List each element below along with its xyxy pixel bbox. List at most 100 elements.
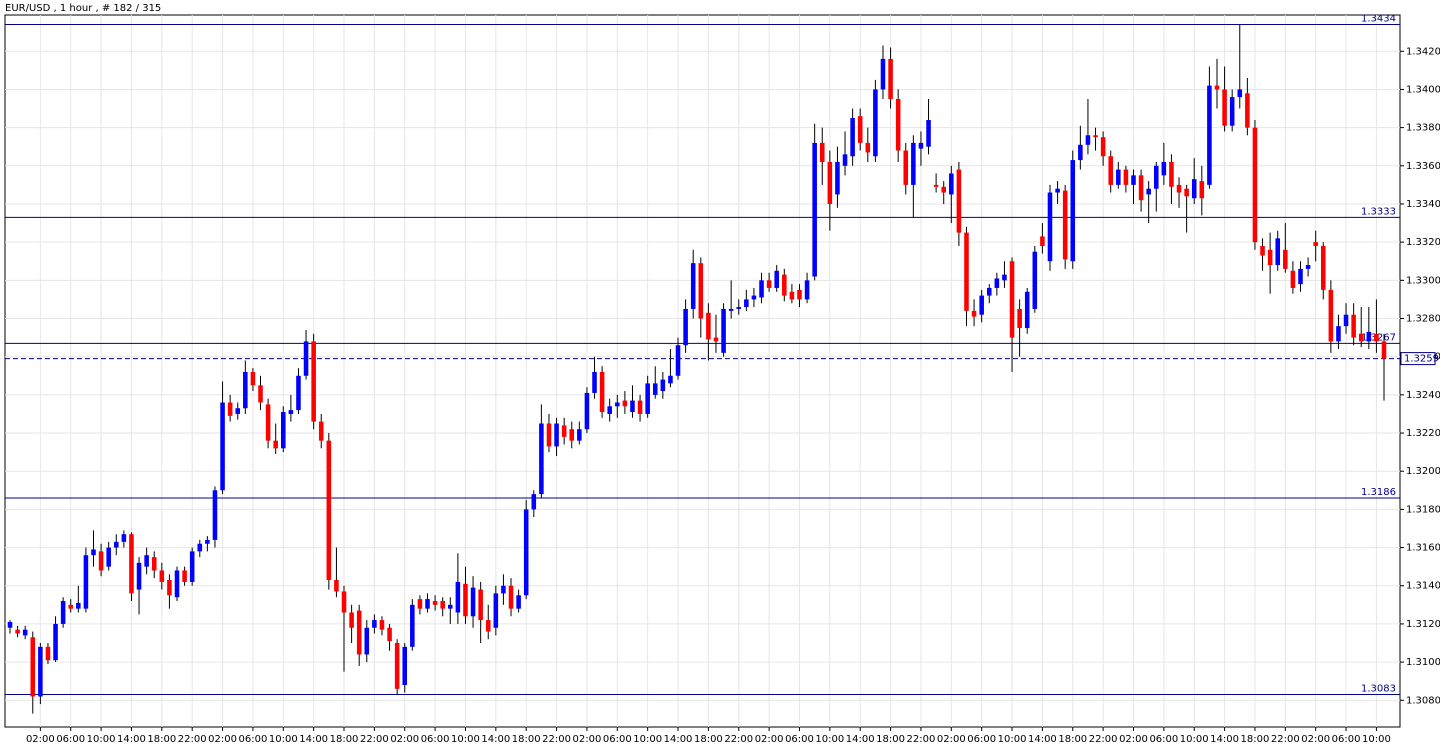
candle-body	[159, 570, 165, 582]
x-tick-label: 10:00	[451, 734, 480, 745]
x-tick-label: 22:00	[1271, 734, 1300, 745]
candle-body	[584, 392, 590, 430]
x-tick-label: 06:00	[967, 734, 996, 745]
candle-body	[630, 400, 635, 413]
candle-body	[941, 186, 946, 193]
candle-body	[288, 410, 294, 414]
x-tick-label: 10:00	[87, 734, 116, 745]
x-tick-label: 22:00	[178, 734, 207, 745]
candle-body	[1260, 245, 1265, 256]
candle-body	[1176, 184, 1182, 193]
candle-body	[501, 585, 506, 594]
candle-body	[1070, 160, 1076, 262]
candle-body	[349, 612, 354, 628]
candle-body	[660, 379, 666, 392]
candle-body	[1123, 169, 1129, 185]
candle-body	[1328, 289, 1334, 342]
x-tick-label: 06:00	[785, 734, 814, 745]
candle-body	[341, 591, 347, 613]
candle-body	[895, 98, 901, 151]
candle-body	[1313, 242, 1318, 246]
candle-body	[964, 232, 969, 311]
candle-body	[1214, 85, 1220, 90]
candle-body	[926, 119, 931, 147]
candle-body	[979, 295, 984, 315]
candle-body	[774, 270, 779, 288]
x-tick-label: 02:00	[208, 734, 237, 745]
candle-body	[599, 371, 605, 413]
candle-body	[364, 627, 370, 655]
x-tick-label: 10:00	[998, 734, 1027, 745]
y-tick-label: 1.3240	[1406, 390, 1440, 401]
candle-body	[804, 280, 810, 300]
candle-body	[197, 543, 203, 552]
x-tick-label: 06:00	[239, 734, 268, 745]
candle-body	[1002, 274, 1007, 281]
candle-body	[1100, 137, 1106, 157]
candle-body	[1275, 238, 1281, 266]
x-tick-label: 06:00	[1332, 734, 1361, 745]
candle-body	[1161, 161, 1167, 176]
candle-body	[1047, 192, 1053, 262]
candle-body	[1343, 314, 1349, 327]
x-tick-label: 10:00	[815, 734, 844, 745]
candle-body	[76, 602, 81, 609]
candle-body	[759, 280, 764, 298]
candle-body	[1283, 249, 1288, 269]
x-tick-label: 14:00	[1028, 734, 1057, 745]
candle-body	[1191, 179, 1197, 199]
candle-body	[561, 425, 567, 437]
candle-body	[1290, 270, 1296, 288]
candle-body	[440, 601, 445, 609]
candle-body	[865, 142, 871, 153]
candle-body	[721, 308, 726, 353]
y-tick-label: 1.3120	[1406, 619, 1440, 630]
candle-body	[45, 646, 51, 661]
candle-body	[607, 406, 612, 414]
candle-body	[1358, 333, 1364, 342]
candle-body	[1169, 161, 1174, 187]
candle-body	[258, 385, 263, 403]
candle-body	[888, 58, 893, 99]
x-tick-label: 18:00	[876, 734, 905, 745]
y-tick-label: 1.3080	[1406, 695, 1440, 706]
candle-body	[1305, 265, 1311, 269]
candle-body	[250, 371, 256, 386]
candle-body	[782, 274, 787, 296]
candle-body	[1298, 268, 1303, 285]
x-tick-label: 14:00	[1210, 734, 1239, 745]
candle-body	[212, 490, 218, 540]
candle-body	[485, 620, 491, 632]
candle-body	[1237, 89, 1243, 98]
candle-body	[857, 116, 863, 143]
candle-body	[546, 423, 552, 447]
candle-body	[1199, 181, 1205, 199]
candle-body	[1062, 190, 1068, 260]
candle-body	[1032, 251, 1038, 309]
candle-body	[296, 375, 301, 411]
candle-body	[220, 402, 225, 491]
candle-body	[539, 423, 544, 495]
x-tick-label: 14:00	[664, 734, 693, 745]
candle-body	[933, 184, 939, 187]
candle-body	[379, 620, 385, 630]
candle-body	[113, 541, 119, 548]
candle-body	[174, 570, 180, 598]
candle-body	[417, 599, 423, 609]
candle-body	[98, 551, 104, 571]
x-tick-label: 22:00	[542, 734, 571, 745]
candle-body	[68, 604, 74, 609]
candle-body	[402, 646, 408, 686]
candle-body	[1229, 97, 1235, 126]
candle-body	[136, 562, 142, 590]
candle-body	[1153, 165, 1159, 189]
y-tick-label: 1.3380	[1406, 123, 1440, 134]
candle-body	[531, 494, 537, 510]
candle-body	[728, 308, 734, 311]
candle-body	[918, 142, 924, 149]
candle-body	[827, 161, 833, 204]
candle-body	[394, 643, 400, 689]
candle-body	[1374, 333, 1379, 342]
y-tick-label: 1.3280	[1406, 314, 1440, 325]
